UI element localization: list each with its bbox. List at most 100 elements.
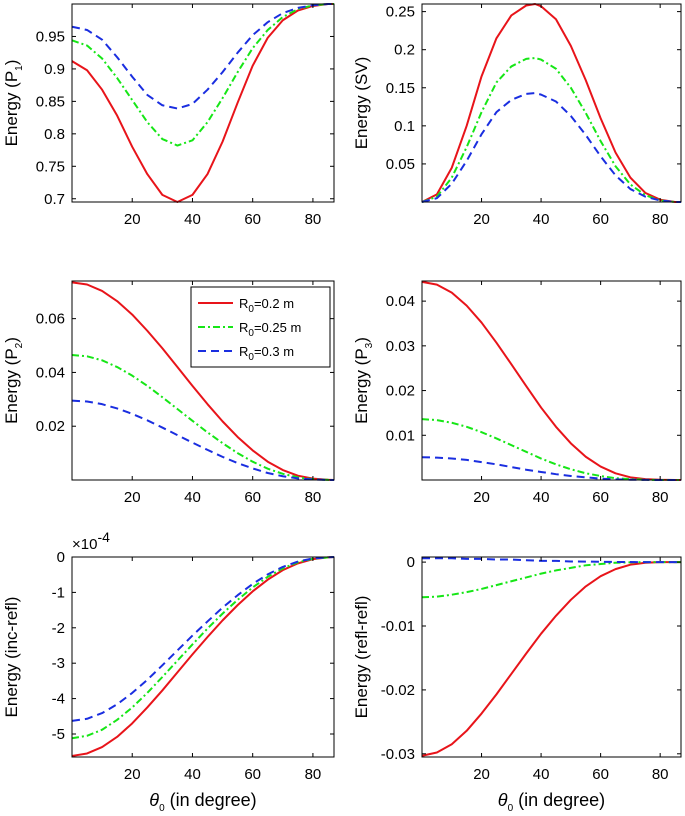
y-axis-label: Energy (SV) xyxy=(352,57,371,150)
axes-frame xyxy=(71,3,335,203)
chart-panel-6: 20 40 60 80 -0.03 -0.02 -0.01 0 Energy (refl-ref… xyxy=(352,554,682,814)
y-axis-label-main: Energy (SV) xyxy=(352,57,371,150)
y-tick-label: 0.02 xyxy=(36,418,65,435)
x-tick-label: 80 xyxy=(305,211,322,228)
y-tick-label: 0 xyxy=(407,554,415,571)
series-line-3 xyxy=(71,399,335,481)
x-tick-label: 80 xyxy=(652,766,669,783)
chart-panel-2: 20 40 60 80 0.05 0.1 0.15 0.2 0.25 Energy (SV) xyxy=(352,3,682,228)
y-axis-label-main: Energy (P xyxy=(352,348,371,424)
axes-frame xyxy=(421,3,682,203)
series-line-2 xyxy=(421,57,681,203)
y-exponent-label: ×10-4 xyxy=(72,529,110,553)
y-axis-label: Energy (inc-refl) xyxy=(2,597,21,718)
y-tick-label: 0.01 xyxy=(386,427,415,444)
chart-panel-1: 20 40 60 80 0.7 0.75 0.8 0.85 0.9 0.95 Energy (P1) xyxy=(2,3,335,228)
axes-frame xyxy=(421,556,682,758)
legend-label-rest: =0.25 m xyxy=(254,320,301,335)
y-axis-label: Energy (P2) xyxy=(2,337,25,424)
y-exponent-base: ×10 xyxy=(72,536,97,553)
x-tick-label: 20 xyxy=(473,489,490,506)
series-line-3 xyxy=(421,92,681,203)
y-tick-label: 0.06 xyxy=(36,311,65,328)
x-tick-label: 40 xyxy=(533,766,550,783)
series-line-1 xyxy=(421,280,681,481)
y-exponent-power: -4 xyxy=(97,529,110,545)
x-tick-label: 80 xyxy=(305,766,322,783)
x-tick-label: 80 xyxy=(652,211,669,228)
series-line-2 xyxy=(421,561,681,599)
y-axis-label-sub: 1 xyxy=(14,65,25,71)
x-tick-label: 40 xyxy=(184,489,201,506)
x-tick-label: 60 xyxy=(244,766,261,783)
legend-label-sub: 0 xyxy=(248,352,254,363)
y-tick-label: 0.04 xyxy=(386,293,415,310)
chart-panel-4: 20 40 60 80 0.01 0.02 0.03 0.04 Energy (P3) xyxy=(352,280,682,506)
series-line-3 xyxy=(71,3,334,110)
series-line-3 xyxy=(421,456,681,481)
x-axis-label-sub: 0 xyxy=(508,803,514,814)
series-line-1 xyxy=(71,556,335,757)
x-tick-label: 60 xyxy=(244,211,261,228)
series-line-3 xyxy=(71,556,335,722)
legend-label-r: R xyxy=(239,320,248,335)
x-tick-label: 40 xyxy=(184,766,201,783)
x-tick-label: 20 xyxy=(473,766,490,783)
x-axis-label: θ0 (in degree) xyxy=(498,790,605,814)
y-tick-label: 0.02 xyxy=(386,383,415,400)
legend-label-3: R0=0.3 m xyxy=(239,344,294,363)
y-tick-label: 0.05 xyxy=(386,156,415,173)
x-tick-label: 60 xyxy=(592,489,609,506)
x-tick-label: 80 xyxy=(652,489,669,506)
axes-frame xyxy=(71,556,335,758)
y-tick-label: 0.15 xyxy=(386,80,415,97)
legend-label-r: R xyxy=(239,296,248,311)
x-tick-label: 40 xyxy=(184,211,201,228)
series-line-1 xyxy=(421,561,681,757)
legend-label-sub: 0 xyxy=(248,304,254,315)
series-line-2 xyxy=(71,556,335,740)
y-tick-label: 0.03 xyxy=(386,338,415,355)
y-tick-label: 0.75 xyxy=(36,158,65,175)
y-axis-label-main: Energy (P xyxy=(2,71,21,147)
series-line-2 xyxy=(71,353,335,481)
x-tick-label: 60 xyxy=(592,766,609,783)
legend-label-sub: 0 xyxy=(248,328,254,339)
y-tick-label: -0.03 xyxy=(381,746,415,763)
x-axis-label: θ0 (in degree) xyxy=(149,790,256,814)
axes-frame xyxy=(421,280,682,481)
x-tick-label: 80 xyxy=(305,489,322,506)
legend-label-rest: =0.2 m xyxy=(254,296,294,311)
y-tick-label: 0.25 xyxy=(386,4,415,21)
legend-label-1: R0=0.2 m xyxy=(239,296,294,315)
y-tick-label: 0.7 xyxy=(44,191,65,208)
legend-label-rest: =0.3 m xyxy=(254,344,294,359)
y-axis-label: Energy (P1) xyxy=(2,60,25,147)
legend-label-r: R xyxy=(239,344,248,359)
legend: R0=0.2 mR0=0.25 mR0=0.3 m xyxy=(190,286,331,368)
x-tick-label: 20 xyxy=(124,489,141,506)
y-tick-label: -4 xyxy=(52,691,65,708)
y-tick-label: -2 xyxy=(52,620,65,637)
x-tick-label: 40 xyxy=(533,489,550,506)
y-tick-label: 0.1 xyxy=(394,118,415,135)
y-axis-label-main: Energy (P xyxy=(2,348,21,424)
y-tick-label: -3 xyxy=(52,655,65,672)
y-axis-label-main: Energy (inc-refl) xyxy=(2,597,21,718)
legend-label-2: R0=0.25 m xyxy=(239,320,301,339)
y-tick-label: 0.04 xyxy=(36,364,65,381)
series-line-1 xyxy=(421,3,681,203)
series-line-2 xyxy=(71,3,334,147)
x-tick-label: 20 xyxy=(473,211,490,228)
y-tick-label: 0 xyxy=(57,549,65,566)
x-tick-label: 20 xyxy=(124,766,141,783)
y-tick-label: -0.01 xyxy=(381,618,415,635)
x-tick-label: 40 xyxy=(533,211,550,228)
y-axis-label-end: ) xyxy=(2,337,21,343)
y-axis-label-end: ) xyxy=(352,337,371,343)
y-tick-label: -1 xyxy=(52,584,65,601)
y-tick-label: -0.02 xyxy=(381,682,415,699)
